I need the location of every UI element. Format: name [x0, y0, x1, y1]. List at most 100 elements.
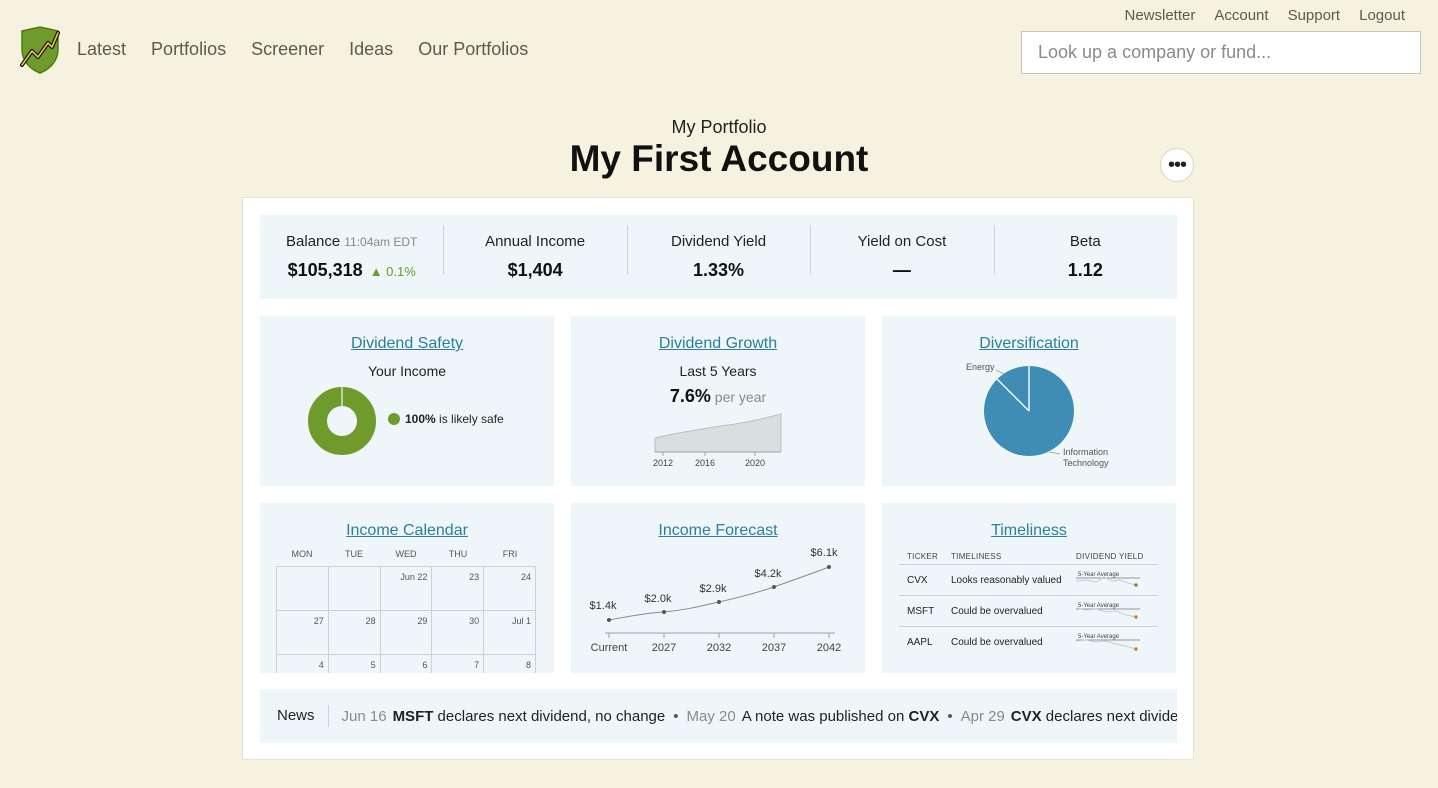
calendar-cell[interactable]: 23 — [432, 567, 485, 611]
dividend-safety-link[interactable]: Dividend Safety — [350, 335, 464, 352]
growth-tick-label: 2020 — [745, 458, 765, 468]
stats-bar: Balance 11:04am EDT $105,318 ▲ 0.1% Annua… — [260, 215, 1177, 299]
col-timeliness: TIMELINESS — [943, 550, 1068, 565]
calendar-cell[interactable]: Jul 1 — [484, 611, 536, 655]
sparkline-path — [1075, 639, 1137, 650]
growth-subtitle: Last 5 Years — [679, 363, 757, 379]
news-separator: • — [673, 707, 679, 725]
pie-label-energy: Energy — [966, 362, 995, 372]
news-item[interactable]: May 20 A note was published on CVX — [686, 708, 939, 725]
day-wed: WED — [395, 549, 417, 559]
yield-on-cost-label: Yield on Cost — [857, 233, 947, 250]
forecast-data-label: $2.0k — [645, 593, 672, 605]
sparkline-dot — [1134, 614, 1138, 619]
yield-sparkline-cell: 5-Year Average — [1068, 564, 1158, 596]
calendar-cell[interactable]: Jun 22 — [380, 567, 433, 611]
annual-income-value: $1,404 — [507, 260, 563, 280]
calendar-cell[interactable]: 5 — [329, 655, 381, 673]
nav-our-portfolios[interactable]: Our Portfolios — [418, 39, 529, 59]
support-link[interactable]: Support — [1287, 7, 1341, 24]
day-thu: THU — [448, 549, 468, 559]
nav-portfolios[interactable]: Portfolios — [151, 39, 227, 59]
table-row[interactable]: CVX Looks reasonably valued 5-Year Avera… — [899, 564, 1158, 596]
ticker-cell: CVX — [899, 564, 943, 596]
growth-tick-label: 2016 — [695, 458, 715, 468]
safety-text: is likely safe — [435, 412, 504, 426]
more-options-button[interactable]: ••• — [1160, 148, 1194, 182]
balance-label: Balance — [286, 233, 341, 250]
sparkline-path — [1075, 607, 1137, 617]
calendar-cell[interactable] — [277, 567, 329, 611]
calendar-grid: Jun 22 23 24 27 28 29 30 Jul 1 4 5 6 7 8 — [276, 566, 536, 673]
stat-balance: Balance 11:04am EDT $105,318 ▲ 0.1% — [260, 233, 443, 281]
newsletter-link[interactable]: Newsletter — [1124, 7, 1196, 24]
income-forecast-tile: Income Forecast $1.4k $2.0k $2.9k $4.2k … — [571, 503, 865, 673]
pie-label-information: Information — [1063, 447, 1108, 457]
it-leader-line — [1048, 451, 1061, 455]
forecast-data-label: $2.9k — [700, 583, 727, 595]
news-date: Jun 16 — [341, 707, 387, 725]
table-row[interactable]: MSFT Could be overvalued 5-Year Average — [899, 595, 1158, 627]
pie-label-technology: Technology — [1063, 458, 1109, 468]
sparkline-label: 5-Year Average — [1078, 634, 1120, 640]
safe-dot-icon — [388, 413, 400, 425]
income-calendar-link[interactable]: Income Calendar — [346, 522, 468, 539]
logo-icon[interactable] — [18, 25, 62, 75]
income-forecast-link[interactable]: Income Forecast — [658, 522, 778, 539]
calendar-header: MON TUE WED THU FRI — [276, 549, 536, 559]
timeliness-header-row: TICKER TIMELINESS DIVIDEND YIELD — [899, 550, 1158, 565]
sparkline-label: 5-Year Average — [1078, 603, 1120, 609]
calendar-cell[interactable]: 27 — [277, 611, 329, 655]
news-item[interactable]: Jun 16 MSFT declares next dividend, no ch… — [342, 708, 666, 725]
nav-screener[interactable]: Screener — [251, 39, 325, 59]
calendar-cell[interactable]: 6 — [381, 655, 433, 673]
growth-value: 7.6% per year — [571, 386, 865, 407]
growth-area-chart: 2012 2016 2020 — [653, 413, 782, 468]
news-ticker-symbol: MSFT — [392, 707, 434, 725]
growth-tick-label: 2012 — [653, 458, 673, 468]
calendar-cell[interactable]: 24 — [484, 567, 536, 611]
page-title: My First Account — [569, 138, 869, 179]
balance-value: $105,318 — [287, 260, 363, 280]
ticker-cell: AAPL — [907, 636, 933, 648]
forecast-tick-label: 2032 — [707, 642, 731, 654]
news-date: May 20 — [686, 707, 736, 725]
calendar-cell[interactable]: 4 — [277, 655, 329, 673]
growth-area — [654, 413, 782, 453]
forecast-tick-label: 2027 — [652, 642, 676, 654]
forecast-tick-label: 2037 — [762, 642, 786, 654]
dividend-yield-value: 1.33% — [692, 260, 745, 280]
diversification-link[interactable]: Diversification — [979, 335, 1079, 352]
day-tue: TUE — [345, 549, 363, 559]
nav-latest[interactable]: Latest — [77, 39, 127, 59]
calendar-cell[interactable] — [328, 567, 381, 611]
safety-subtitle: Your Income — [367, 363, 447, 379]
news-label: News — [277, 705, 329, 727]
calendar-cell[interactable]: 8 — [484, 655, 536, 673]
nav-ideas[interactable]: Ideas — [349, 39, 394, 59]
income-calendar-tile: Income Calendar MON TUE WED THU FRI Jun … — [260, 503, 554, 673]
timeliness-table: TICKER TIMELINESS DIVIDEND YIELD CVX Loo… — [899, 550, 1158, 658]
forecast-tick-label: Current — [591, 642, 628, 654]
col-ticker: TICKER — [899, 550, 943, 565]
table-row[interactable]: AAPL Could be overvalued 5-Year Average — [899, 627, 1158, 658]
calendar: MON TUE WED THU FRI Jun 22 23 24 27 28 2… — [276, 549, 536, 673]
beta-value: 1.12 — [1067, 260, 1103, 280]
dividend-growth-link[interactable]: Dividend Growth — [658, 335, 778, 352]
news-item[interactable]: Apr 29 CVX declares next dividend... — [961, 708, 1177, 725]
calendar-cell[interactable]: 7 — [432, 655, 485, 673]
yield-on-cost-value: — — [892, 260, 911, 280]
yield-sparkline: 5-Year Average — [1075, 634, 1140, 651]
forecast-point — [717, 600, 721, 604]
growth-unit: per year — [710, 389, 767, 405]
stat-yield-on-cost: Yield on Cost — — [810, 225, 993, 281]
calendar-cell[interactable]: 29 — [380, 611, 433, 655]
calendar-cell[interactable]: 30 — [432, 611, 485, 655]
search-input[interactable] — [1021, 31, 1421, 74]
yield-sparkline-cell: 5-Year Average — [1068, 595, 1158, 627]
timeliness-link[interactable]: Timeliness — [991, 522, 1067, 539]
logout-link[interactable]: Logout — [1359, 7, 1405, 24]
calendar-cell[interactable]: 28 — [328, 611, 381, 655]
account-link[interactable]: Account — [1214, 7, 1269, 24]
news-text-post: declares next dividend, no change — [433, 707, 666, 725]
